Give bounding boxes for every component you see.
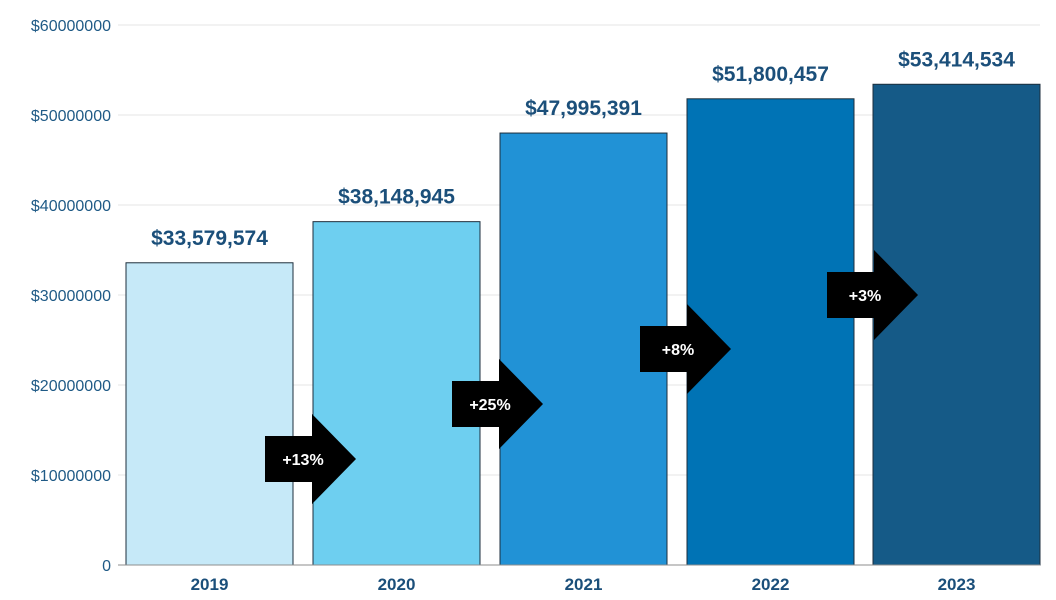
bar — [872, 83, 1041, 566]
growth-arrows: +13% +25% +8% +3% — [265, 250, 918, 504]
data-label: $51,800,457 — [712, 63, 829, 86]
growth-arrow: +13% — [265, 414, 356, 504]
x-tick-label: 2021 — [565, 575, 603, 594]
growth-label: +3% — [849, 288, 881, 305]
data-label: $47,995,391 — [525, 97, 642, 120]
data-label: $53,414,534 — [898, 48, 1015, 71]
bars — [125, 83, 1041, 566]
arrow-shape — [265, 414, 356, 504]
arrow-shape — [827, 250, 918, 340]
growth-arrow: +8% — [640, 304, 731, 394]
x-tick-label: 2020 — [378, 575, 416, 594]
value-labels: $33,579,574 $38,148,945 $47,995,391 $51,800… — [151, 48, 1015, 250]
data-label: $38,148,945 — [338, 186, 455, 209]
arrow-shape — [640, 304, 731, 394]
growth-label: +13% — [282, 452, 323, 469]
y-tick-label: $20000000 — [31, 378, 111, 395]
x-tick-label: 2022 — [752, 575, 790, 594]
x-tick-label: 2023 — [938, 575, 976, 594]
y-tick-label: $30000000 — [31, 288, 111, 305]
growth-arrow: +25% — [452, 359, 543, 449]
y-tick-label: $60000000 — [31, 18, 111, 35]
arrow-shape — [452, 359, 543, 449]
growth-arrow: +3% — [827, 250, 918, 340]
growth-label: +25% — [469, 397, 510, 414]
bar — [686, 98, 855, 566]
y-tick-label: $50000000 — [31, 108, 111, 125]
y-tick-label: $10000000 — [31, 468, 111, 485]
data-label: $33,579,574 — [151, 227, 268, 250]
x-tick-label: 2019 — [191, 575, 229, 594]
growth-label: +8% — [662, 342, 694, 359]
x-axis-ticks: 2019 2020 2021 2022 2023 — [191, 575, 976, 594]
y-tick-label: $40000000 — [31, 198, 111, 215]
bar — [125, 262, 294, 566]
y-axis-ticks: 0 $10000000 $20000000 $30000000 $40000000 $50… — [31, 18, 111, 575]
y-tick-label: 0 — [102, 558, 111, 575]
